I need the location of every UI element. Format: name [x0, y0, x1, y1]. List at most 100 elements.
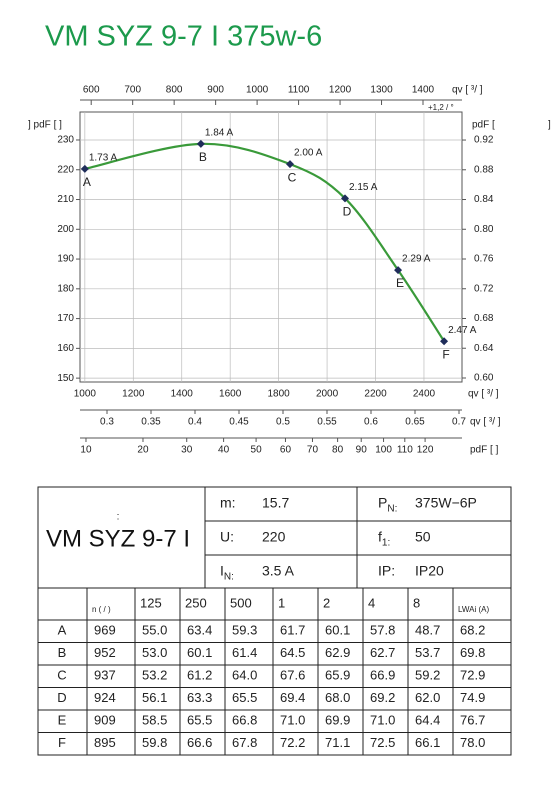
cell: 64.5 [280, 645, 305, 660]
x3-tick-label: 0.6 [364, 417, 378, 428]
cell: 63.4 [187, 623, 212, 638]
cell: 895 [94, 735, 116, 750]
spec-label: m: [220, 495, 236, 511]
y-tick-label: 230 [57, 135, 74, 146]
cell: 924 [94, 690, 116, 705]
cell: 53.0 [142, 645, 167, 660]
point-marker [341, 194, 350, 203]
x4-tick-label: 110 [397, 445, 413, 456]
y-tick-label: 180 [57, 283, 74, 294]
header-cell: 1 [278, 595, 285, 610]
y2-tick-label: 0.84 [474, 194, 494, 205]
point-name: D [343, 205, 352, 219]
cell: 65.5 [232, 690, 257, 705]
x2-tick-label: 1200 [329, 85, 352, 96]
header-cell: 2 [323, 595, 330, 610]
x-tick-label: 1200 [122, 389, 145, 400]
cell: 72.2 [280, 735, 305, 750]
x3-tick-label: 0.45 [229, 417, 249, 428]
y2-tick-label: 0.60 [474, 373, 494, 384]
cell: 55.0 [142, 623, 167, 638]
x-tick-label: 1800 [268, 389, 291, 400]
x3-tick-label: 0.3 [100, 417, 114, 428]
x2-tick-label: 900 [207, 85, 224, 96]
x-tick-label: 2400 [413, 389, 436, 400]
cell: 56.1 [142, 690, 167, 705]
row-label: A [58, 623, 67, 638]
cell: 59.8 [142, 735, 167, 750]
cell: 69.9 [325, 713, 350, 728]
x2-tick-label: 1300 [370, 85, 393, 96]
y-tick-label: 190 [57, 254, 74, 265]
cell: 71.0 [280, 713, 305, 728]
cell: 72.9 [460, 668, 485, 683]
x3-tick-label: 0.65 [405, 417, 425, 428]
header-cell: n ( / ) [92, 605, 111, 614]
cell: 57.8 [370, 623, 395, 638]
x3-tick-label: 0.7 [452, 417, 466, 428]
header-cell: 8 [413, 595, 420, 610]
cell: 969 [94, 623, 116, 638]
table-title-mark: : [117, 512, 120, 523]
x4-tick-label: 30 [181, 445, 193, 456]
row-label: D [57, 690, 66, 705]
y2-tick-label: 0.72 [474, 283, 494, 294]
x4-tick-label: 20 [137, 445, 149, 456]
current-label: 1.84 A [205, 127, 234, 138]
table-frame [37, 486, 512, 756]
y-tick-label: 220 [57, 164, 74, 175]
point-marker [80, 164, 89, 173]
x4-tick-label: 70 [307, 445, 319, 456]
cell: 62.0 [415, 690, 440, 705]
cell: 76.7 [460, 713, 485, 728]
page-title: VM SYZ 9-7 I 375w-6 [45, 21, 322, 53]
cell: 60.1 [187, 645, 212, 660]
y-tick-label: 150 [57, 373, 74, 384]
spec-label-sub: N: [224, 572, 234, 583]
x2-axis-label: qv [ ³/ ] [452, 85, 483, 96]
cell: 66.1 [415, 735, 440, 750]
cell: 64.4 [415, 713, 440, 728]
cell: 69.2 [370, 690, 395, 705]
row-label: B [58, 645, 67, 660]
x-tick-label: 1000 [74, 389, 97, 400]
row-label: C [57, 668, 66, 683]
spec-label: IP: [378, 563, 395, 579]
x4-tick-label: 90 [356, 445, 368, 456]
cell: 71.0 [370, 713, 395, 728]
cell: 67.8 [232, 735, 257, 750]
current-label: 2.29 A [402, 254, 431, 265]
y-tick-label: 160 [57, 343, 74, 354]
y2-axis-label-end: ] [548, 120, 551, 131]
x2-tick-label: 1000 [246, 85, 269, 96]
x2-tick-label: 600 [83, 85, 100, 96]
x-tick-label: 1400 [171, 389, 194, 400]
spec-label-sub: N: [387, 504, 397, 515]
x4-tick-label: 50 [251, 445, 263, 456]
current-label: 2.00 A [294, 148, 323, 159]
spec-value: 220 [262, 529, 286, 545]
cell: 61.2 [187, 668, 212, 683]
cell: 909 [94, 713, 116, 728]
cell: 53.2 [142, 668, 167, 683]
current-label: 2.47 A [448, 325, 477, 336]
x-tick-label: 2000 [316, 389, 339, 400]
point-name: B [199, 150, 207, 164]
cell: 62.7 [370, 645, 395, 660]
spec-label: f [378, 529, 382, 545]
cell: 68.0 [325, 690, 350, 705]
cell: 66.6 [187, 735, 212, 750]
cell: 63.3 [187, 690, 212, 705]
cell: 71.1 [325, 735, 350, 750]
x-axis-label: qv [ ³/ ] [468, 389, 499, 400]
x4-tick-label: 100 [375, 445, 392, 456]
x2-tick-label: 800 [166, 85, 183, 96]
x4-tick-label: 80 [332, 445, 344, 456]
point-name: C [288, 170, 297, 184]
cell: 59.2 [415, 668, 440, 683]
y-tick-label: 170 [57, 313, 74, 324]
point-marker [394, 266, 403, 275]
y-tick-label: 210 [57, 194, 74, 205]
point-marker [286, 160, 295, 169]
